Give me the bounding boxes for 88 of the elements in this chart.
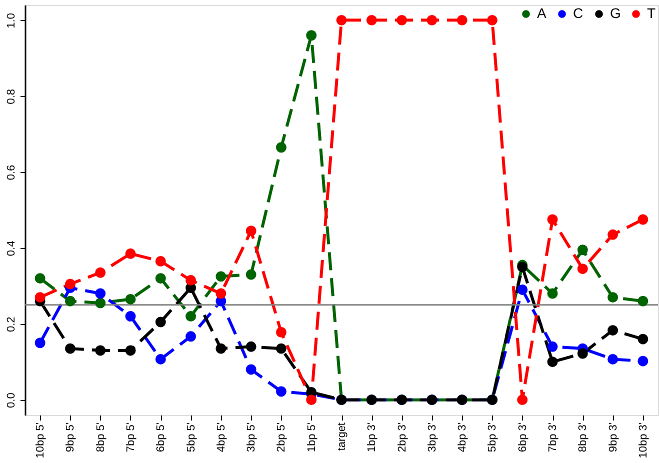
point — [216, 288, 226, 299]
point — [186, 311, 196, 322]
legend-label: T — [647, 5, 656, 21]
legend-label: G — [610, 5, 621, 21]
x-tick-label: 2bp 3' — [396, 422, 408, 452]
x-tick-label: 4bp 5' — [215, 422, 228, 452]
legend-label: C — [573, 5, 584, 21]
point — [125, 345, 136, 356]
point — [125, 294, 136, 304]
y-tick-label: 0.0 — [6, 392, 18, 408]
point — [34, 292, 46, 303]
point — [486, 14, 498, 26]
x-tick-label: 6bp 5' — [155, 422, 168, 452]
point — [155, 256, 166, 266]
point — [246, 226, 256, 236]
point — [155, 273, 166, 284]
x-tick-label: 3bp 3' — [426, 422, 438, 452]
x-tick-label: 4bp 3' — [456, 422, 469, 452]
point — [246, 364, 256, 375]
x-tick-label: 7bp 3' — [547, 422, 559, 452]
x-tick-label: 1bp 5' — [306, 422, 318, 452]
point — [95, 345, 106, 356]
point — [95, 288, 106, 299]
point — [638, 214, 648, 225]
point — [125, 311, 136, 322]
point — [517, 394, 528, 406]
y-tick-label: 0.4 — [6, 240, 18, 256]
point — [306, 30, 317, 41]
x-tick-label: 3bp 5' — [246, 422, 258, 452]
x-tick-label: 10bp 3' — [637, 422, 650, 458]
point — [638, 356, 648, 366]
y-tick-label: 0.6 — [6, 164, 18, 180]
point — [608, 292, 618, 303]
x-tick-label: 2bp 5' — [276, 422, 288, 452]
point — [276, 386, 286, 397]
x-tick-label: target — [336, 422, 348, 451]
point — [64, 296, 76, 306]
point — [186, 275, 196, 286]
x-tick-label: 9bp 5' — [64, 422, 77, 452]
point — [577, 348, 588, 359]
point — [547, 341, 558, 352]
point — [64, 278, 76, 290]
point — [95, 298, 106, 308]
point — [64, 343, 76, 354]
x-tick-label: 10bp 5' — [34, 422, 47, 458]
point — [186, 331, 196, 342]
x-tick-label: 8bp 3' — [577, 422, 590, 452]
point — [426, 14, 438, 26]
point — [276, 142, 286, 153]
point — [608, 354, 618, 364]
point — [216, 343, 226, 354]
point — [638, 334, 648, 344]
point — [34, 273, 46, 284]
x-tick-label: 1bp 3' — [366, 422, 378, 452]
point — [517, 284, 528, 295]
point — [577, 264, 588, 274]
legend-label: A — [537, 5, 547, 21]
point — [155, 316, 166, 328]
point — [456, 14, 468, 26]
x-tick-label: 9bp 3' — [607, 422, 620, 452]
y-tick-label: 0.2 — [6, 316, 18, 332]
point — [547, 288, 558, 299]
x-tick-label: 5bp 3' — [486, 422, 499, 452]
point — [216, 271, 226, 282]
point — [125, 248, 136, 259]
point — [155, 354, 166, 364]
point — [246, 269, 256, 280]
x-tick-label: 8bp 5' — [94, 422, 107, 452]
x-tick-label: 5bp 5' — [185, 422, 198, 452]
y-tick-label: 0.8 — [6, 88, 18, 104]
x-tick-label: 6bp 3' — [516, 422, 529, 452]
point — [306, 394, 317, 406]
point — [638, 296, 648, 306]
point — [34, 338, 46, 348]
point — [246, 341, 256, 352]
point — [366, 14, 377, 26]
point — [95, 267, 106, 278]
y-tick-label: 1.0 — [6, 13, 18, 28]
point — [547, 356, 558, 368]
point — [396, 14, 408, 26]
point — [577, 244, 588, 256]
point — [276, 343, 286, 354]
point — [608, 229, 618, 240]
point — [276, 327, 286, 338]
point — [547, 214, 558, 225]
x-tick-label: 7bp 5' — [125, 422, 137, 452]
point — [336, 14, 347, 26]
point — [608, 325, 618, 336]
